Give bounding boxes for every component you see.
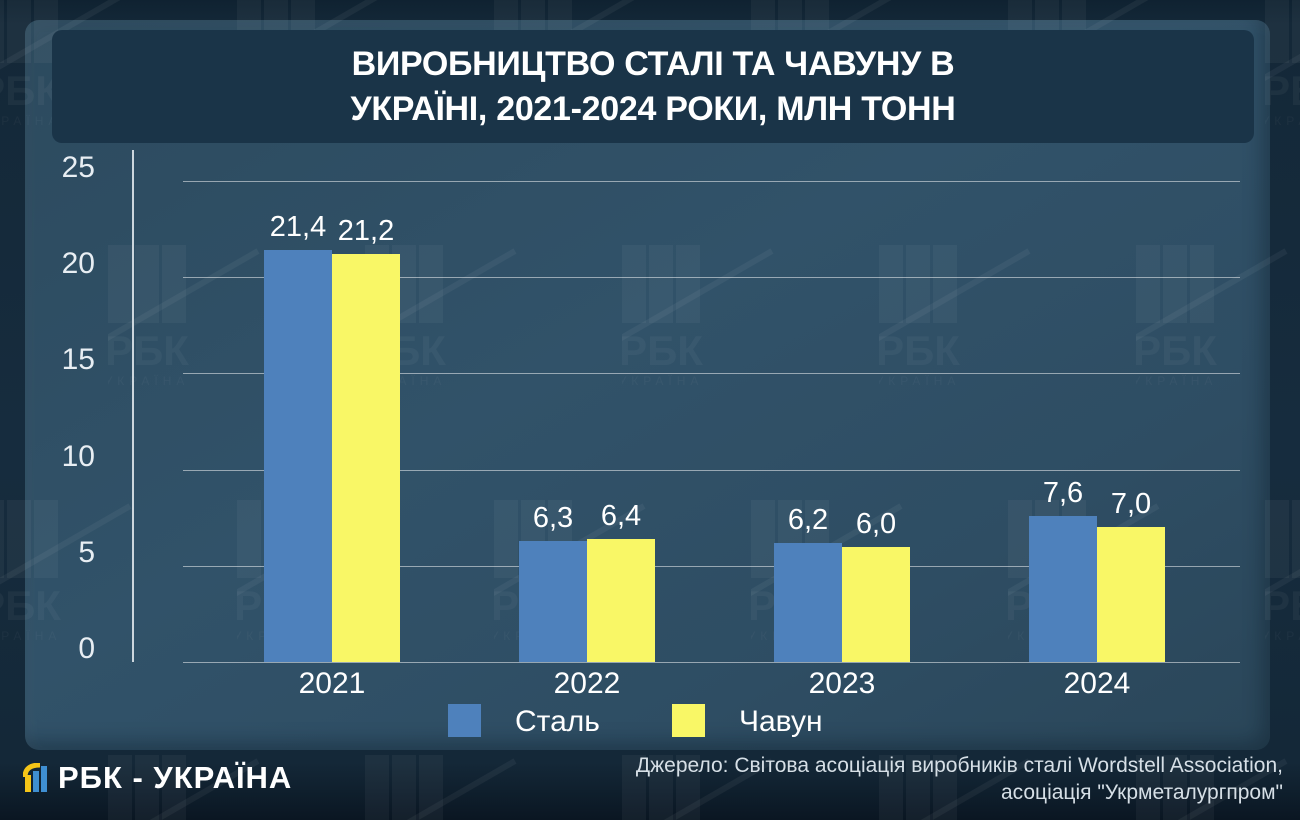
y-axis-tick-label: 25 — [61, 151, 95, 184]
chart-title-box: ВИРОБНИЦТВО СТАЛІ ТА ЧАВУНУ В УКРАЇНІ, 2… — [52, 30, 1254, 143]
bar-сталь-2021 — [264, 250, 332, 662]
legend-label-чавун: Чавун — [739, 705, 823, 738]
bar-сталь-2022 — [519, 540, 587, 662]
gridline-25 — [183, 181, 1240, 182]
legend-label-сталь: Сталь — [515, 705, 600, 738]
gridline-5 — [183, 565, 1240, 567]
chart-panel: РБКУКРАЇНАРБКУКРАЇНАРБКУКРАЇНАРБКУКРАЇНА… — [25, 20, 1270, 750]
y-axis-line — [132, 150, 134, 662]
bar-value-label: 7,0 — [1110, 488, 1152, 521]
bar-сталь-2023 — [774, 542, 842, 662]
y-axis-tick-label: 15 — [61, 343, 95, 377]
x-axis-category-label: 2021 — [298, 667, 366, 700]
gridline-15 — [183, 373, 1240, 375]
svg-text:РБК: РБК — [1265, 67, 1300, 114]
source-line1: Джерело: Світова асоціація виробників ст… — [635, 754, 1283, 777]
chart-title-line2: УКРАЇНІ, 2021-2024 РОКИ, МЛН ТОНН — [350, 89, 956, 128]
gridline-10 — [183, 469, 1240, 471]
y-axis-tick-label: 10 — [61, 439, 95, 473]
rbc-ukraine-logo-icon — [23, 762, 47, 792]
legend-swatch-сталь — [448, 704, 481, 737]
source-attribution: Джерело: Світова асоціація виробників ст… — [636, 752, 1283, 806]
bar-value-label: 7,6 — [1042, 476, 1084, 509]
source-line2: асоціація "Укрметалургпром" — [1000, 781, 1283, 804]
chart-title-line1: ВИРОБНИЦТВО СТАЛІ ТА ЧАВУНУ В — [351, 44, 955, 83]
brand-logo: РБК - УКРАЇНА — [23, 760, 292, 796]
legend-swatch-чавун — [672, 704, 705, 737]
bar-value-label: 6,3 — [532, 501, 574, 534]
svg-text:РБК: РБК — [1265, 582, 1300, 629]
bar-чавун-2021 — [332, 254, 400, 662]
svg-text:УКРАЇНА: УКРАЇНА — [1265, 629, 1300, 643]
bar-сталь-2024 — [1029, 515, 1097, 662]
footer: РБК - УКРАЇНА Джерело: Світова асоціація… — [0, 750, 1300, 820]
x-axis-category-label: 2024 — [1063, 667, 1131, 700]
bar-чавун-2023 — [842, 546, 910, 662]
svg-text:УКРАЇНА: УКРАЇНА — [1265, 114, 1300, 128]
x-axis-category-label: 2023 — [808, 667, 876, 700]
bar-чавун-2022 — [587, 538, 655, 662]
bar-чавун-2024 — [1097, 527, 1165, 662]
y-axis-tick-label: 5 — [78, 535, 95, 569]
gridline-20 — [183, 277, 1240, 279]
brand-name: РБК - УКРАЇНА — [58, 760, 293, 795]
x-axis-category-label: 2022 — [553, 667, 621, 700]
y-axis-tick-label: 0 — [78, 632, 95, 665]
chart-legend: Сталь Чавун — [25, 20, 1270, 750]
bar-chart: 0 5 10 15 20 25 21,4 21,2 2021 6,3 6,4 2022 6,2 6,0 20… — [25, 20, 1270, 750]
bar-value-label: 21,4 — [269, 211, 327, 244]
y-axis-tick-label: 20 — [61, 247, 95, 281]
bar-value-label: 6,4 — [600, 499, 642, 532]
bar-value-label: 21,2 — [337, 215, 395, 248]
gridline-0 — [183, 662, 1240, 663]
bar-value-label: 6,2 — [787, 503, 829, 536]
bar-value-label: 6,0 — [855, 507, 897, 540]
